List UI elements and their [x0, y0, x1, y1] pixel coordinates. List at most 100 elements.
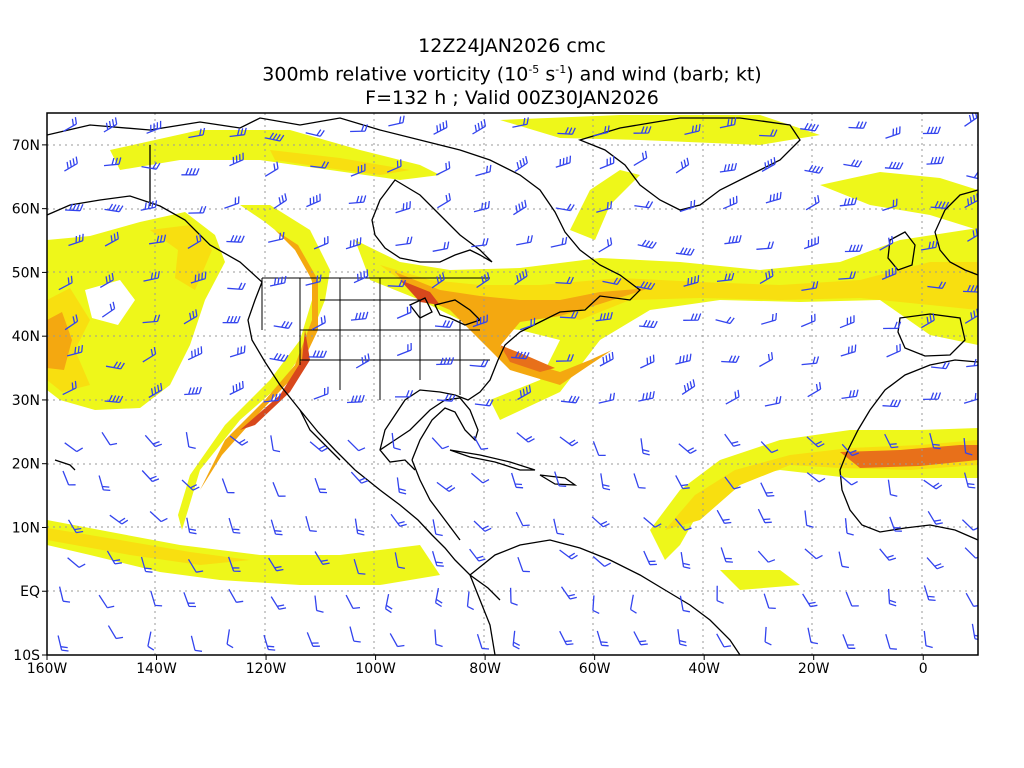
wind-barb	[681, 379, 696, 395]
wind-barb	[433, 120, 448, 135]
wind-barb	[802, 593, 818, 608]
wind-barb	[186, 517, 197, 535]
wind-barb	[306, 193, 321, 208]
wind-barb	[674, 518, 692, 531]
wind-barb	[98, 594, 115, 609]
wind-barb	[965, 592, 978, 607]
wind-barb	[347, 439, 366, 452]
wind-barb	[68, 233, 84, 247]
wind-barb	[109, 514, 129, 525]
wind-barb	[476, 634, 490, 650]
wind-barb	[679, 595, 691, 613]
wind-barb	[188, 127, 206, 139]
wind-barb	[801, 356, 820, 366]
vorticity-band	[720, 570, 800, 590]
wind-barb	[515, 511, 530, 527]
coastline-central-america	[299, 409, 461, 541]
wind-barb	[224, 196, 240, 209]
wind-barb	[104, 394, 124, 404]
wind-barb	[431, 551, 444, 567]
wind-barb	[268, 557, 284, 572]
wind-barb	[394, 390, 414, 398]
wind-barb	[147, 631, 155, 651]
wind-barb	[141, 162, 161, 170]
wind-barb	[724, 433, 741, 447]
wind-barb	[101, 431, 118, 446]
wind-barb	[595, 312, 613, 322]
wind-barb	[144, 434, 163, 448]
wind-barb	[841, 443, 860, 457]
wind-barb	[396, 342, 412, 357]
wind-barb	[602, 277, 622, 286]
wind-barb	[599, 351, 614, 367]
wind-barb	[599, 156, 615, 170]
wind-barb	[346, 394, 365, 404]
lon-tick-label: 60W	[579, 661, 611, 677]
wind-barb	[879, 235, 894, 251]
wind-barb	[559, 549, 578, 560]
wind-barb	[221, 478, 235, 494]
wind-barb	[677, 629, 687, 647]
wind-barb	[887, 588, 897, 607]
wind-barb	[557, 127, 576, 135]
wind-barb	[807, 627, 819, 645]
wind-barb	[842, 634, 856, 649]
wind-barb	[273, 320, 293, 329]
wind-barb	[437, 193, 451, 209]
wind-barb	[759, 352, 774, 368]
wind-barb	[431, 437, 450, 450]
wind-barb	[640, 438, 650, 456]
wind-barb	[844, 244, 863, 253]
wind-barb	[889, 516, 902, 532]
wind-barb	[229, 152, 244, 167]
wind-barb	[966, 358, 978, 368]
wind-barb	[183, 309, 198, 325]
wind-barb	[516, 432, 535, 443]
wind-barb	[187, 233, 202, 249]
wind-barb	[719, 162, 738, 173]
wind-barb	[263, 393, 281, 403]
wind-barb	[764, 395, 782, 407]
wind-barb	[314, 477, 328, 494]
lat-tick-label: 10N	[12, 520, 40, 536]
lon-tick-label: 140W	[136, 661, 177, 677]
wind-barb	[384, 593, 393, 614]
wind-barb	[142, 346, 157, 363]
wind-barb	[643, 517, 662, 528]
wind-barb	[472, 119, 487, 135]
wind-barb	[598, 237, 613, 253]
coastline-south-america	[469, 574, 496, 655]
wind-barb	[675, 475, 690, 490]
wind-barb	[920, 240, 938, 251]
wind-barb	[65, 203, 84, 212]
wind-barb	[640, 354, 655, 369]
wind-barb	[187, 346, 203, 361]
wind-barb	[596, 630, 609, 647]
wind-barb	[633, 126, 652, 134]
wind-barb	[270, 435, 281, 453]
wind-barb	[963, 472, 976, 489]
wind-barb	[67, 345, 84, 357]
title-model-run: 12Z24JAN2026 cmc	[418, 35, 606, 57]
wind-barb	[273, 193, 288, 210]
wind-barb	[62, 117, 78, 132]
wind-barb	[592, 595, 600, 614]
wind-barb	[222, 315, 241, 324]
wind-barb	[804, 164, 824, 174]
lat-tick-label: EQ	[20, 584, 40, 600]
wind-barb	[555, 155, 572, 168]
wind-barb	[879, 548, 897, 561]
wind-barb	[807, 382, 822, 398]
wind-barb	[141, 470, 160, 483]
coastline-africa	[839, 359, 978, 541]
wind-barb	[882, 198, 898, 212]
wind-barb	[593, 125, 610, 137]
wind-barb	[966, 171, 978, 180]
wind-barb	[639, 319, 658, 329]
wind-barb	[756, 241, 775, 250]
wind-barb	[844, 518, 854, 536]
lon-tick-label: 120W	[246, 661, 287, 677]
wind-barb	[555, 276, 574, 285]
wind-barb	[395, 201, 411, 214]
wind-barb	[600, 473, 611, 491]
